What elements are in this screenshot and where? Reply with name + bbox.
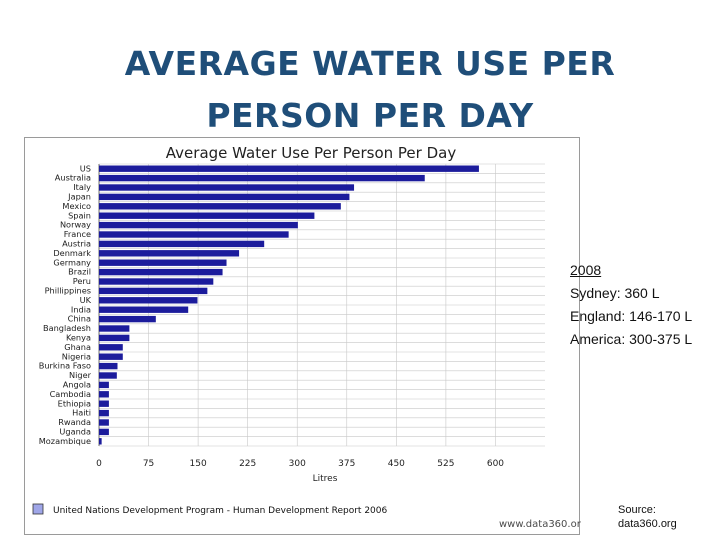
category-label: Ghana <box>64 342 91 352</box>
bar-mozambique <box>99 438 102 445</box>
notes-panel: 2008 Sydney: 360 L England: 146-170 L Am… <box>570 262 728 354</box>
category-label: China <box>68 314 91 324</box>
bar-uganda <box>99 428 109 436</box>
bar-haiti <box>99 409 109 417</box>
chart-title: Average Water Use Per Person Per Day <box>166 144 457 162</box>
bar-denmark <box>99 250 240 257</box>
legend-text: United Nations Development Program - Hum… <box>53 506 388 516</box>
slide-title-line-1: AVERAGE WATER USE PER <box>124 44 616 83</box>
category-label: Italy <box>73 182 91 192</box>
x-axis-label: Litres <box>313 474 338 484</box>
bar-chart: Average Water Use Per Person Per Day USA… <box>32 144 581 530</box>
bar-us <box>99 165 479 172</box>
category-label: Peru <box>73 276 91 286</box>
category-label: Mexico <box>62 201 91 211</box>
bar-rwanda <box>99 419 109 426</box>
x-tick-label: 525 <box>437 459 454 469</box>
bar-cambodia <box>99 391 109 398</box>
category-label: Nigeria <box>62 351 91 361</box>
x-tick-label: 300 <box>289 459 306 469</box>
x-tick-label: 0 <box>96 459 102 469</box>
bar-niger <box>99 372 117 379</box>
bar-bangladesh <box>99 325 130 332</box>
bar-spain <box>99 212 315 219</box>
notes-england: England: 146-170 L <box>570 308 693 324</box>
category-label: Burkina Faso <box>39 361 91 371</box>
category-label: Kenya <box>66 333 91 343</box>
source-label: Source: <box>618 504 656 516</box>
watermark-text: www.data360.org <box>499 519 581 530</box>
category-label: Bangladesh <box>43 323 91 333</box>
category-label: Australia <box>55 173 91 183</box>
bar-norway <box>99 221 298 229</box>
bar-germany <box>99 259 227 266</box>
notes-sydney: Sydney: 360 L <box>570 285 660 301</box>
category-label: Niger <box>69 370 92 380</box>
category-label: US <box>80 163 91 173</box>
bar-france <box>99 231 289 238</box>
bar-china <box>99 315 156 323</box>
bar-kenya <box>99 334 130 342</box>
category-label: France <box>64 229 91 239</box>
bar-mexico <box>99 203 341 210</box>
bar-phillippines <box>99 287 208 295</box>
category-label: Japan <box>67 192 91 202</box>
legend-swatch <box>32 503 44 515</box>
category-label: Austria <box>62 239 91 249</box>
source-site: data360.org <box>618 518 677 530</box>
bar-uk <box>99 297 198 304</box>
category-label: Denmark <box>53 248 91 258</box>
chart-panel: Average Water Use Per Person Per Day US A… <box>24 137 581 535</box>
x-tick-label: 600 <box>487 459 504 469</box>
category-label: Germany <box>53 257 91 267</box>
category-label: Haiti <box>72 408 91 418</box>
bar-ethiopia <box>99 400 109 407</box>
category-label: Cambodia <box>50 389 91 399</box>
slide-title-line-2: PERSON PER DAY <box>206 96 534 135</box>
category-label: Norway <box>60 220 91 230</box>
x-tick-label: 450 <box>388 459 405 469</box>
bar-japan <box>99 193 350 201</box>
x-tick-label: 225 <box>239 459 256 469</box>
source-credit: Source: data360.org <box>618 503 718 531</box>
category-label: Brazil <box>68 267 91 277</box>
category-label: India <box>71 304 91 314</box>
bar-italy <box>99 184 355 191</box>
category-label: Uganda <box>59 427 91 437</box>
bar-burkina-faso <box>99 362 118 370</box>
x-tick-label: 75 <box>143 459 154 469</box>
bar-nigeria <box>99 353 123 360</box>
category-label: Rwanda <box>58 417 91 427</box>
x-tick-label: 375 <box>338 459 355 469</box>
bar-angola <box>99 381 109 389</box>
category-label: UK <box>80 295 92 305</box>
bar-ghana <box>99 344 123 351</box>
category-label: Mozambique <box>39 436 91 446</box>
bar-brazil <box>99 268 223 276</box>
category-label: Angola <box>63 380 91 390</box>
bar-india <box>99 306 189 313</box>
notes-year: 2008 <box>570 262 602 278</box>
category-label: Spain <box>68 210 91 220</box>
bar-peru <box>99 278 214 285</box>
bar-australia <box>99 174 425 182</box>
category-label: Ethiopia <box>58 398 91 408</box>
bar-austria <box>99 240 265 248</box>
x-tick-label: 150 <box>190 459 207 469</box>
category-label: Phillippines <box>45 286 91 296</box>
notes-america: America: 300-375 L <box>570 331 693 347</box>
slide-title: AVERAGE WATER USE PER PERSON PER DAY <box>60 38 680 142</box>
